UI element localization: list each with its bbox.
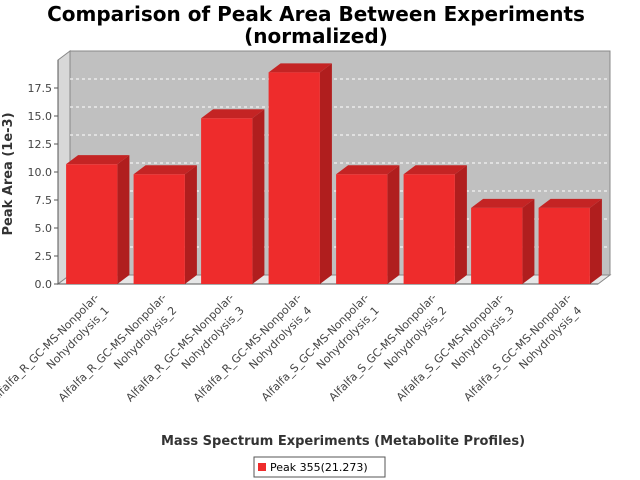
bar (201, 118, 253, 285)
legend-swatch (258, 463, 266, 471)
bar (538, 207, 590, 284)
bar (66, 164, 118, 284)
legend-box (253, 456, 386, 478)
bar-side (252, 109, 265, 285)
bar-top (538, 198, 602, 208)
bar-side (319, 63, 332, 284)
y-tick-label: 12.5 (28, 138, 53, 151)
bar-side (522, 198, 535, 284)
y-tick-label: 15.0 (28, 110, 53, 123)
chart-title-line-1: Comparison of Peak Area Between Experime… (47, 2, 585, 26)
bar-top (471, 198, 535, 208)
bar (471, 207, 523, 284)
bar (268, 72, 320, 284)
y-tick-label: 5.0 (35, 222, 53, 235)
bar-side (589, 198, 602, 284)
y-tick-label: 10.0 (28, 166, 53, 179)
bar (403, 174, 455, 284)
bar (133, 174, 185, 284)
x-axis-label: Mass Spectrum Experiments (Metabolite Pr… (161, 434, 525, 449)
bar-top (268, 63, 332, 73)
bar-top (133, 165, 197, 175)
y-tick-label: 2.5 (35, 250, 53, 263)
y-tick-label: 0.0 (35, 278, 53, 291)
bar-side (454, 165, 467, 284)
x-tick-label: Alfalfa_R_GC-MS-Nonpolar- (0, 291, 102, 404)
legend: Peak 355(21.273) (253, 456, 386, 478)
bar (336, 174, 388, 284)
legend-label: Peak 355(21.273) (270, 461, 368, 474)
bar-top (66, 155, 130, 165)
bar-side (117, 155, 130, 284)
y-axis-label: Peak Area (1e-3) (1, 112, 16, 235)
bar-top (403, 165, 467, 175)
y-tick-label: 7.5 (35, 194, 53, 207)
chart-title-line-2: (normalized) (244, 24, 388, 48)
bar-side (184, 165, 197, 284)
bar-top (336, 165, 400, 175)
y-tick-label: 17.5 (28, 82, 53, 95)
plot-area: 0.0 2.5 5.0 7.5 10.0 12.5 15.0 17.5 Alfalfa_R_GC… (0, 50, 612, 404)
bar-top (201, 109, 265, 119)
bar-side (387, 165, 400, 284)
